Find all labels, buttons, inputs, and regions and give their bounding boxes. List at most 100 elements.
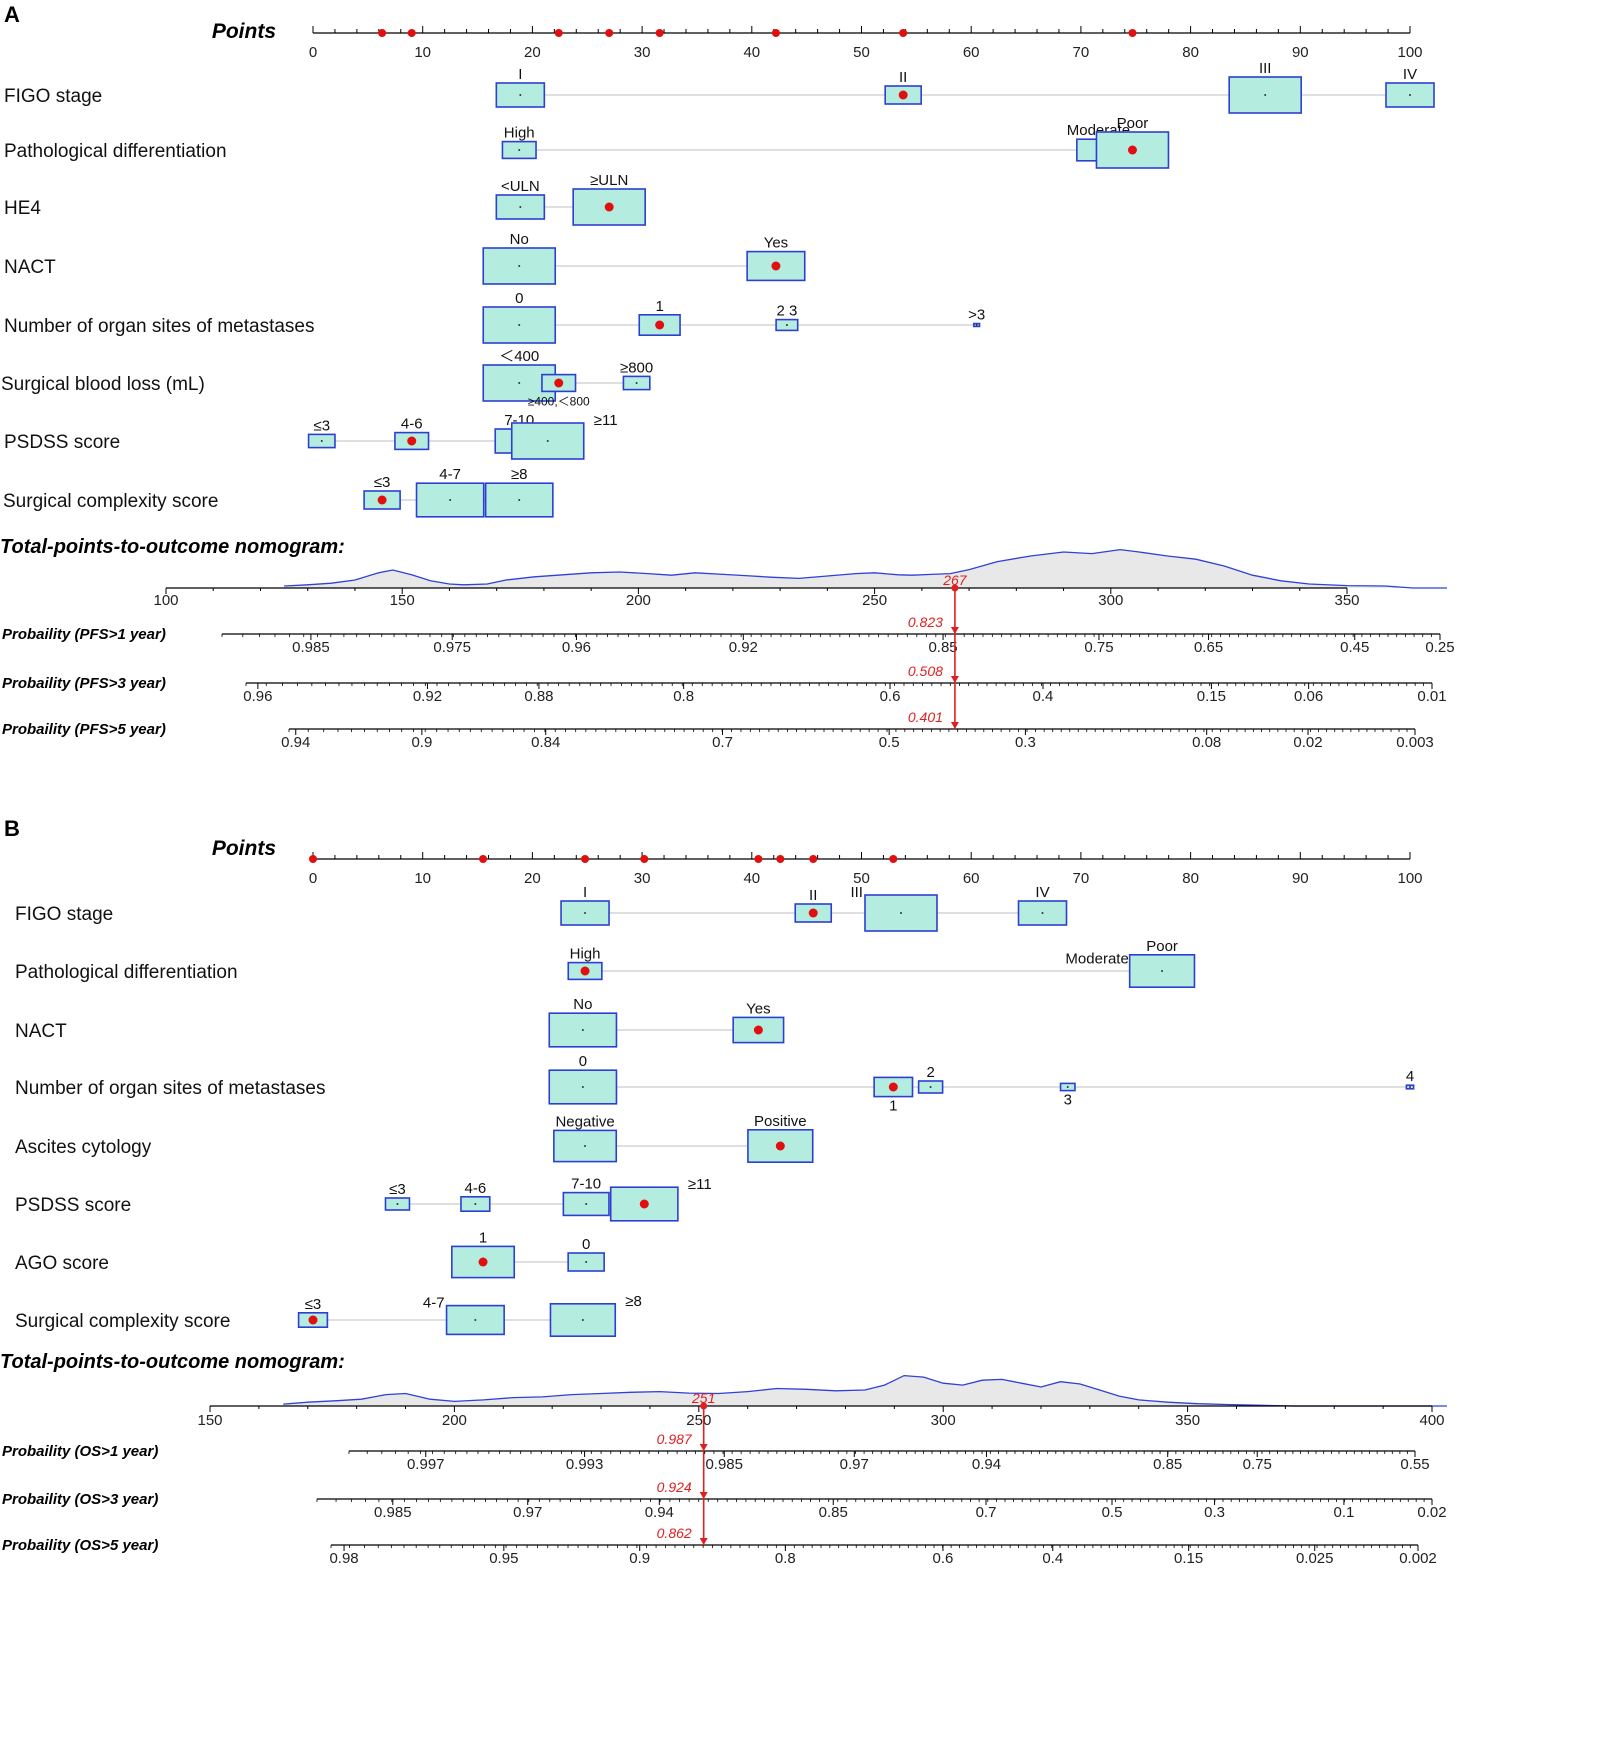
probability-scale: Probaility (OS>5 year) 0.98 0.95 0.9 0.8 0.6 0… <box>2 1525 1437 1567</box>
probability-tick-label: 0.94 <box>972 1456 1001 1473</box>
points-tick-label: 50 <box>853 44 870 61</box>
level-center-dot <box>518 149 521 151</box>
variable-row: NACT No Yes <box>15 996 785 1048</box>
density-area <box>284 549 1414 588</box>
probability-tick-label: 0.84 <box>531 734 560 751</box>
probability-tick-label: 0.85 <box>928 639 957 656</box>
probability-tick-label: 0.01 <box>1417 688 1446 705</box>
level-center-dot <box>320 440 323 442</box>
total-tick-label: 200 <box>442 1412 467 1429</box>
level-center-dot <box>519 206 522 208</box>
level-center-dot <box>1066 1086 1069 1088</box>
points-tick-label: 100 <box>1397 44 1422 61</box>
probability-tick-label: 0.85 <box>819 1504 848 1521</box>
selected-point-marker <box>655 29 664 37</box>
level-label: 2 <box>926 1064 934 1081</box>
level-center-dot <box>518 382 521 384</box>
probability-tick-label: 0.3 <box>1204 1504 1225 1521</box>
level-center-dot <box>474 1203 477 1205</box>
variable-label: Number of organ sites of metastases <box>15 1078 325 1099</box>
level-center-dot <box>1409 1086 1411 1088</box>
level-label: High <box>570 946 601 963</box>
probability-label: Probaility (OS>1 year) <box>2 1443 158 1460</box>
level-center-dot <box>581 1029 584 1031</box>
probability-tick-label: 0.45 <box>1340 639 1369 656</box>
panel-letter: A <box>4 2 20 27</box>
variable-label: Number of organ sites of metastases <box>4 316 314 337</box>
level-label: 0 <box>582 1236 590 1253</box>
variable-label: FIGO stage <box>15 904 113 925</box>
level-center-dot <box>449 499 452 501</box>
probability-scale: Probaility (PFS>1 year) 0.985 0.975 0.96 0.9… <box>2 614 1455 656</box>
level-label: Moderate <box>1065 950 1128 967</box>
total-tick-label: 100 <box>153 592 178 609</box>
level-box <box>484 482 554 518</box>
variable-label: AGO score <box>15 1253 109 1274</box>
probability-tick-label: 0.15 <box>1174 1550 1203 1567</box>
probability-label: Probaility (PFS>1 year) <box>2 626 166 643</box>
probability-tick-label: 0.88 <box>524 688 553 705</box>
variable-row: Surgical blood loss (mL) ＜400 ≥400,＜800 ≥80… <box>1 348 653 408</box>
points-tick-label: 60 <box>963 44 980 61</box>
probability-value-label: 0.823 <box>908 614 943 630</box>
level-label: ≥800 <box>620 359 653 376</box>
level-center-dot <box>1041 912 1044 914</box>
selected-level-marker <box>888 1082 898 1092</box>
probability-scale: Probaility (OS>1 year) 0.997 0.993 0.985 0.9… <box>2 1431 1430 1473</box>
variable-label: Ascites cytology <box>15 1137 152 1158</box>
selected-point-marker <box>605 29 614 37</box>
level-label: No <box>573 996 592 1013</box>
level-center-dot <box>581 1086 584 1088</box>
probability-tick-label: 0.95 <box>489 1550 518 1567</box>
level-center-dot <box>585 1203 588 1205</box>
probability-tick-label: 0.8 <box>775 1550 796 1567</box>
selected-level-marker <box>808 908 818 918</box>
variable-row: PSDSS score ≤3 4-6 7-10 ≥11 <box>15 1176 712 1222</box>
selected-level-marker <box>580 966 590 976</box>
selected-point-marker <box>581 855 590 863</box>
total-tick-label: 250 <box>862 592 887 609</box>
probability-tick-label: 0.96 <box>243 688 272 705</box>
probability-arrow <box>950 722 959 729</box>
points-axis-label: Points <box>212 20 276 43</box>
probability-tick-label: 0.5 <box>879 734 900 751</box>
level-label: No <box>510 231 529 248</box>
total-points-title: Total-points-to-outcome nomogram: <box>0 1351 345 1373</box>
level-center-dot <box>584 1145 587 1147</box>
probability-tick-label: 0.997 <box>407 1456 445 1473</box>
selected-point-marker <box>771 29 780 37</box>
points-tick-label: 10 <box>414 870 431 887</box>
points-tick-label: 50 <box>853 870 870 887</box>
variable-row: NACT No Yes <box>4 231 806 285</box>
selected-point-marker <box>899 29 908 37</box>
level-label: ≥8 <box>511 466 528 483</box>
level-label: IV <box>1035 884 1049 901</box>
total-points-title: Total-points-to-outcome nomogram: <box>0 536 345 558</box>
selected-level-marker <box>775 1141 785 1151</box>
points-tick-label: 80 <box>1182 870 1199 887</box>
level-label: ≤3 <box>374 474 391 491</box>
level-center-dot <box>975 324 978 326</box>
panel-letter: B <box>4 816 20 841</box>
total-value-marker <box>951 584 959 592</box>
selected-level-marker <box>554 378 564 388</box>
points-tick-label: 40 <box>743 870 760 887</box>
probability-tick-label: 0.3 <box>1015 734 1036 751</box>
level-label: 1 <box>889 1098 897 1115</box>
level-center-dot <box>785 324 788 326</box>
probability-tick-label: 0.98 <box>329 1550 358 1567</box>
level-center-dot <box>585 1261 588 1263</box>
variable-row: Number of organ sites of metastases 0 1 2 3 4 <box>15 1053 1415 1115</box>
level-label: <ULN <box>501 178 540 195</box>
level-center-dot <box>518 265 521 267</box>
points-tick-label: 20 <box>524 44 541 61</box>
level-center-dot <box>1161 970 1164 972</box>
probability-tick-label: 0.97 <box>513 1504 542 1521</box>
variable-label: PSDSS score <box>4 432 120 453</box>
probability-tick-label: 0.65 <box>1194 639 1223 656</box>
total-tick-label: 150 <box>390 592 415 609</box>
level-label: 3 <box>1064 1092 1072 1109</box>
probability-tick-label: 0.7 <box>712 734 733 751</box>
level-center-dot <box>396 1203 399 1205</box>
